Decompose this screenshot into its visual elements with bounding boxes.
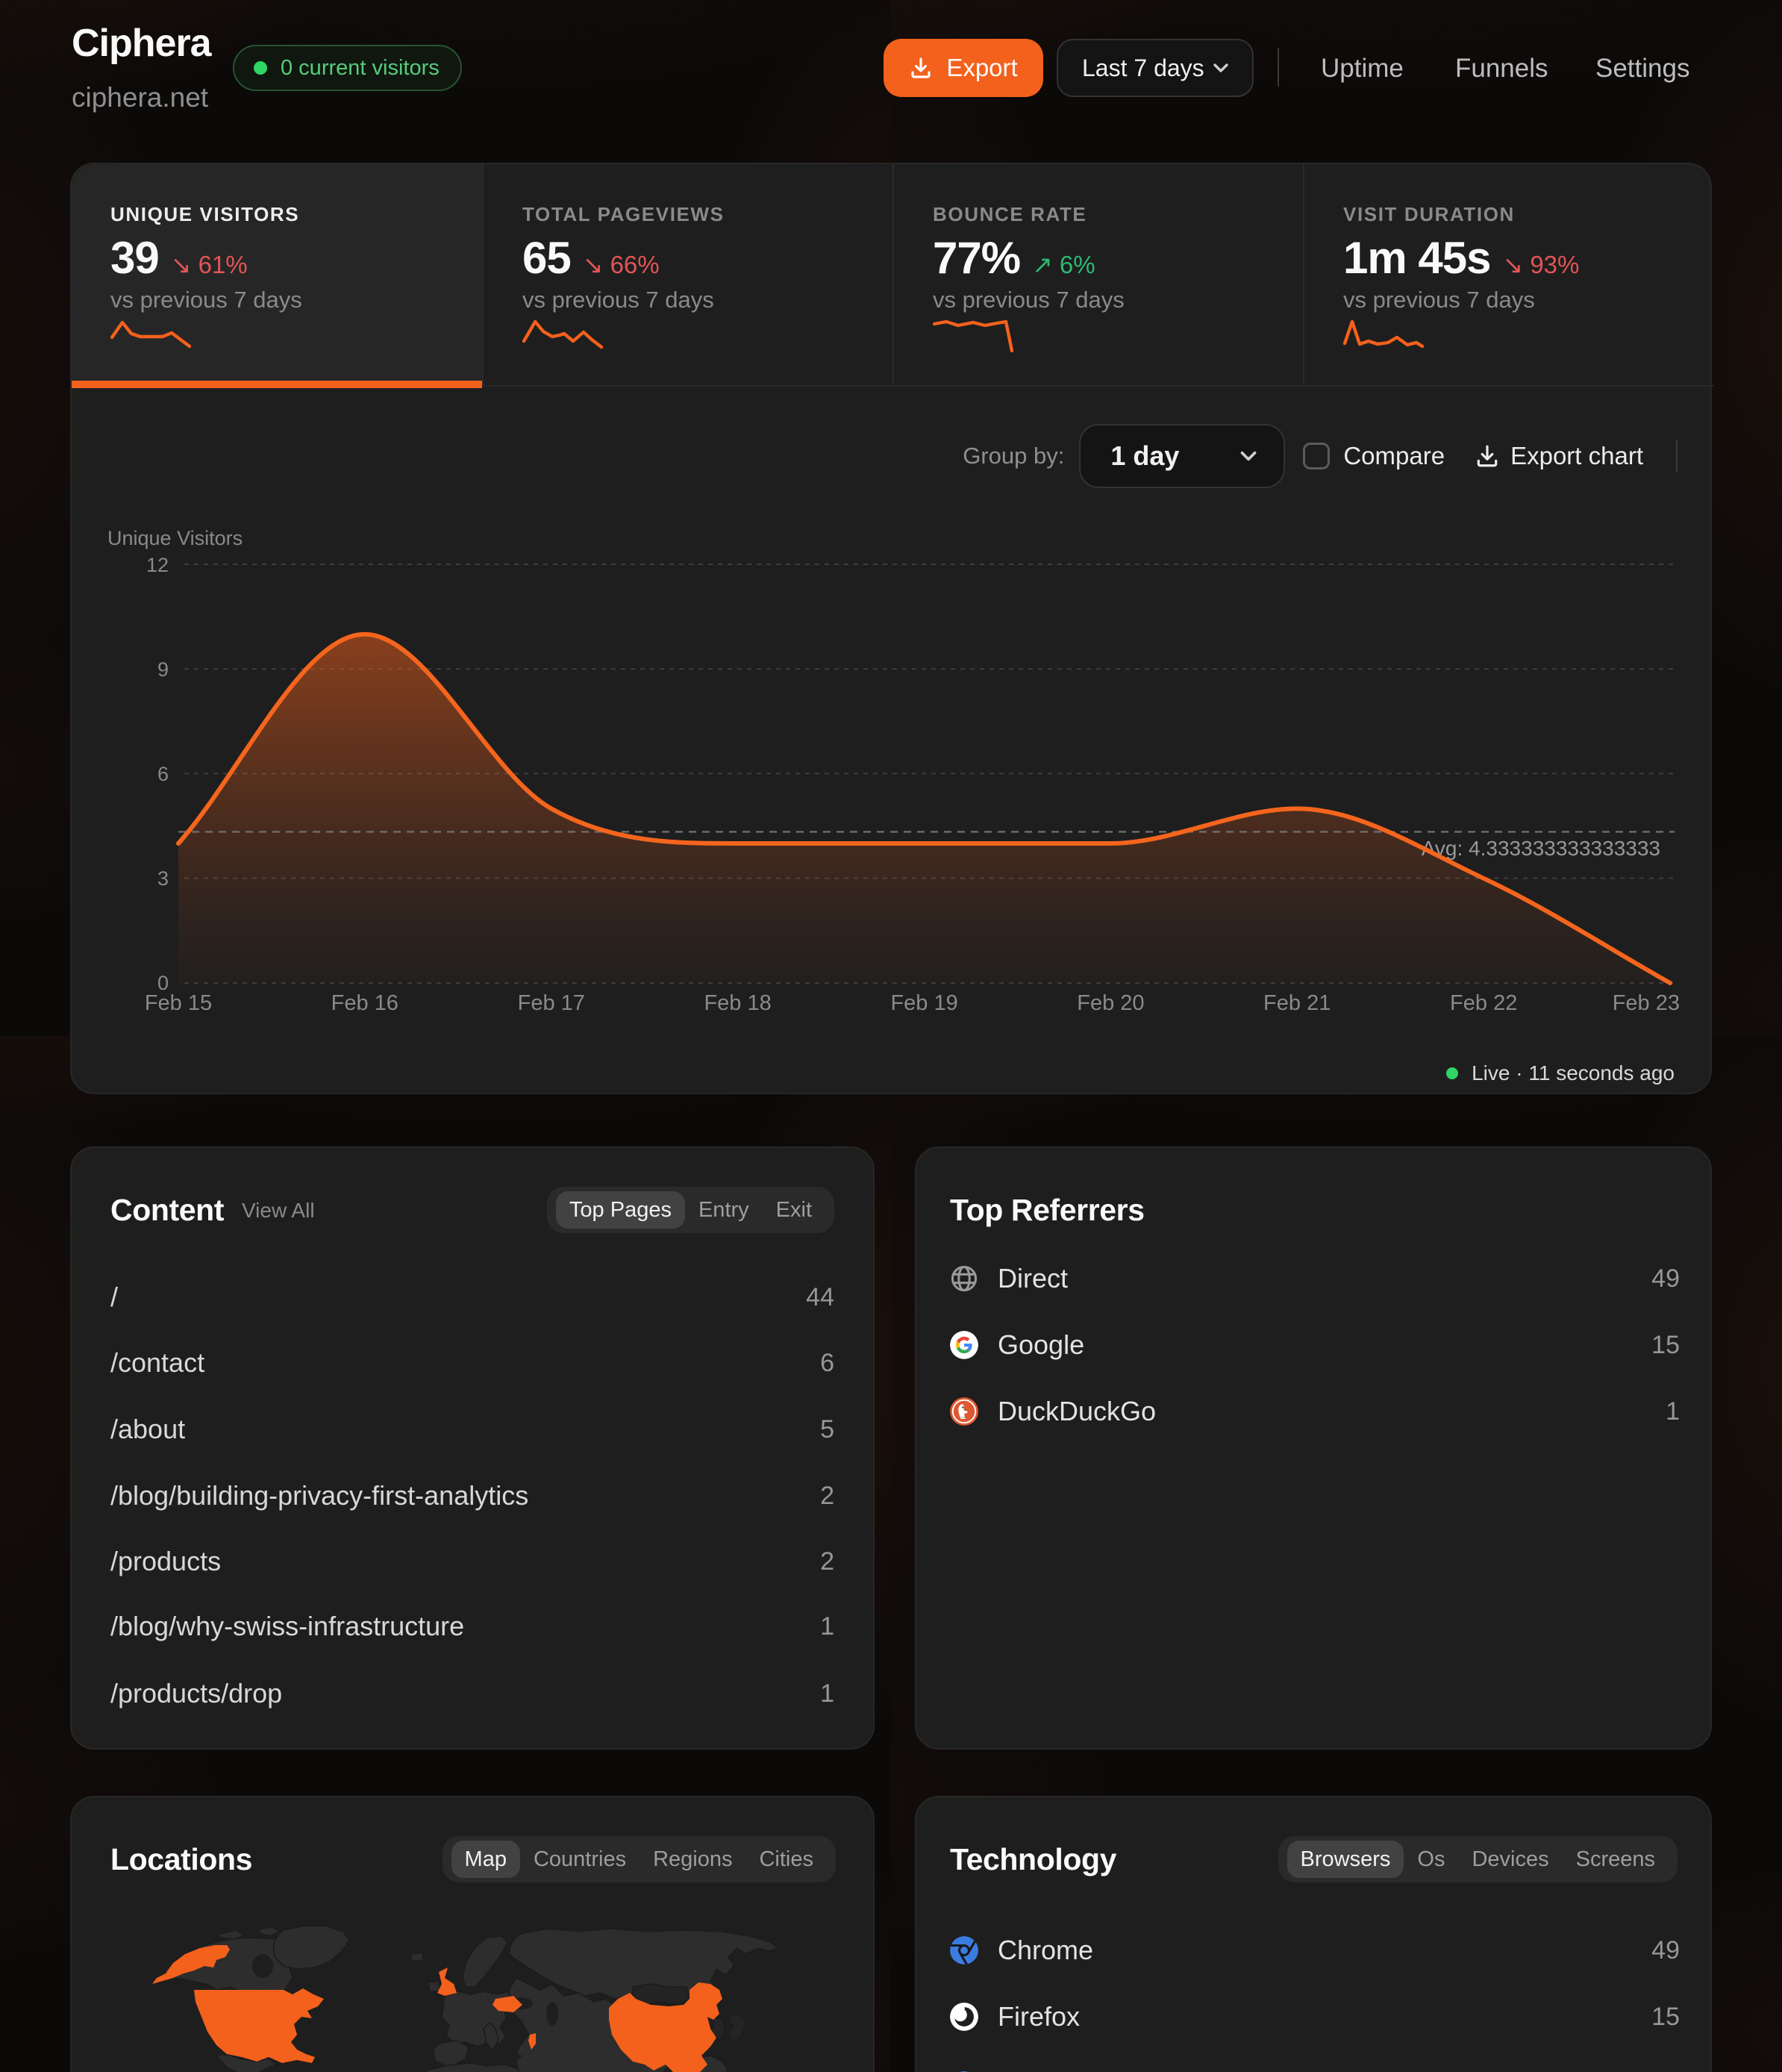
- svg-text:0: 0: [157, 972, 169, 994]
- svg-text:Feb 16: Feb 16: [331, 991, 398, 1015]
- svg-text:12: 12: [146, 554, 169, 576]
- svg-text:Feb 21: Feb 21: [1263, 991, 1331, 1015]
- svg-text:Feb 19: Feb 19: [890, 991, 957, 1015]
- svg-text:Feb 15: Feb 15: [145, 991, 212, 1015]
- svg-text:Avg: 4.333333333333333: Avg: 4.333333333333333: [1422, 837, 1660, 860]
- svg-text:9: 9: [157, 658, 169, 681]
- svg-text:3: 3: [157, 867, 169, 890]
- svg-text:Feb 22: Feb 22: [1450, 991, 1517, 1015]
- svg-text:Feb 18: Feb 18: [704, 991, 771, 1015]
- svg-text:Feb 23: Feb 23: [1613, 991, 1680, 1015]
- svg-text:Feb 20: Feb 20: [1077, 991, 1144, 1015]
- svg-text:6: 6: [157, 763, 169, 785]
- svg-text:Feb 17: Feb 17: [518, 991, 585, 1015]
